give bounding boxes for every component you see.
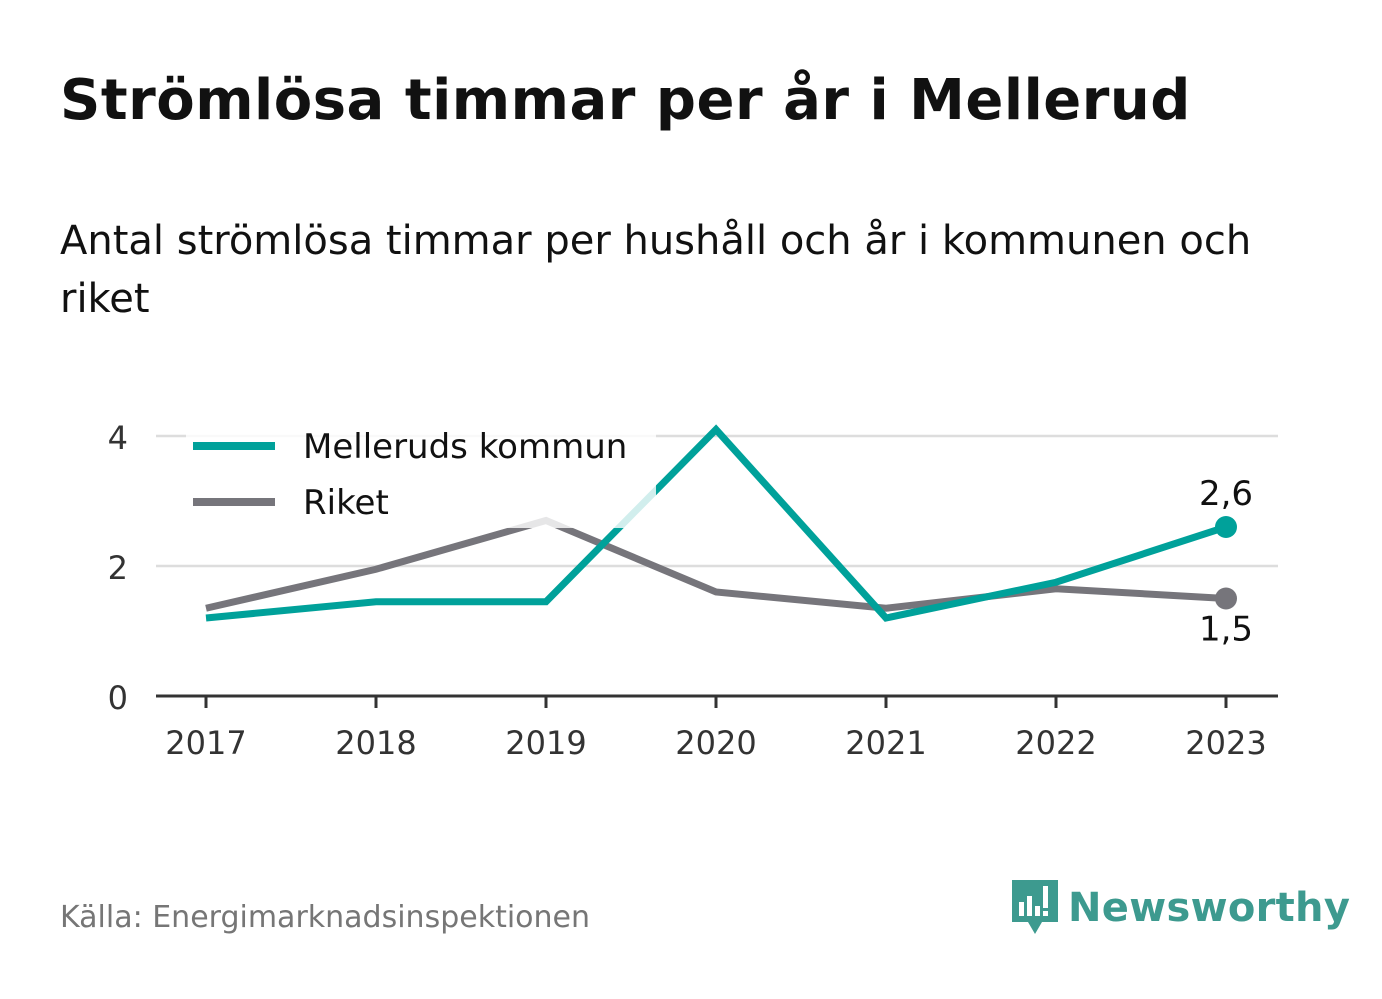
series-line-riket (205, 516, 1227, 612)
legend-label-riket: Riket (303, 483, 389, 523)
y-tick-label-2: 2 (108, 549, 128, 587)
y-tick-label-0: 0 (108, 679, 128, 717)
x-tick-label-2017: 2017 (165, 724, 246, 762)
brand-name: Newsworthy (1068, 885, 1351, 931)
end-label-kommun: 2,6 (1199, 474, 1253, 514)
series-lines (205, 424, 1237, 622)
y-axis: 0 2 4 (108, 419, 128, 717)
legend-background (186, 418, 656, 528)
chart-subtitle: Antal strömlösa timmar per hushåll och å… (60, 218, 1252, 322)
y-tick-label-4: 4 (108, 419, 128, 457)
newsworthy-logo-icon (1012, 880, 1058, 934)
end-point-kommun (1215, 516, 1237, 538)
chart-title: Strömlösa timmar per år i Mellerud (60, 68, 1191, 133)
legend: Melleruds kommun Riket (186, 418, 656, 528)
x-tick-label-2023: 2023 (1185, 724, 1266, 762)
series-line-kommun (205, 424, 1228, 622)
brand-logo: Newsworthy (1010, 878, 1350, 938)
end-point-riket (1215, 587, 1237, 610)
x-tick-label-2020: 2020 (675, 724, 756, 762)
end-label-riket: 1,5 (1199, 610, 1253, 650)
x-tick-label-2022: 2022 (1015, 724, 1096, 762)
legend-label-kommun: Melleruds kommun (303, 427, 627, 467)
x-tick-label-2021: 2021 (845, 724, 926, 762)
x-tick-label-2019: 2019 (505, 724, 586, 762)
x-tick-label-2018: 2018 (335, 724, 416, 762)
end-labels: 2,6 1,5 (1199, 474, 1253, 650)
source-note: Källa: Energimarknadsinspektionen (60, 900, 591, 935)
x-axis: 2017 2018 2019 2020 2021 2022 2023 (156, 694, 1278, 762)
